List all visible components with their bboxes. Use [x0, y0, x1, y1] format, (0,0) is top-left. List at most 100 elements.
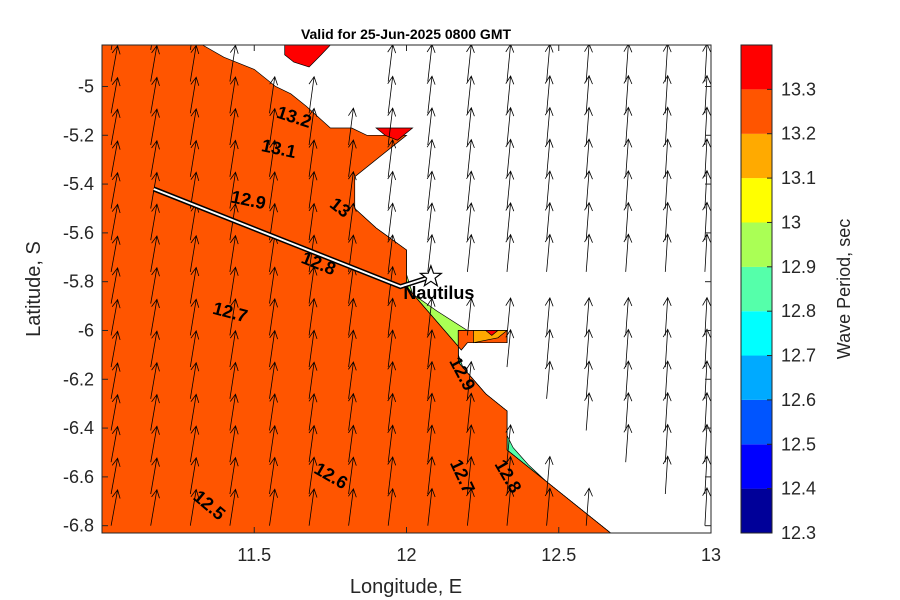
wave-arrow: [387, 138, 397, 177]
colorbar-tick-label: 13.1: [781, 168, 816, 188]
wave-arrow: [110, 76, 121, 114]
wave-arrow: [702, 169, 711, 209]
colorbar-tick-label: 13: [781, 212, 801, 232]
wave-arrow: [387, 424, 397, 463]
vessel-track: [152, 186, 432, 290]
wave-arrow: [466, 106, 475, 146]
wave-arrow: [702, 487, 711, 526]
wave-arrow: [662, 169, 672, 209]
station-label: Nautilus: [403, 283, 474, 303]
wave-arrow: [150, 45, 160, 82]
wave-arrow: [150, 76, 160, 114]
colorbar-tick-label: 12.7: [781, 346, 816, 366]
wave-arrow: [544, 455, 554, 495]
wave-arrow: [110, 171, 121, 209]
y-tick-label: -5.6: [63, 223, 94, 243]
wave-arrow: [702, 455, 711, 495]
wave-arrow: [189, 76, 200, 114]
wave-arrow: [584, 487, 593, 526]
wave-arrow: [702, 106, 711, 146]
y-tick-label: -6.2: [63, 369, 94, 389]
colorbar-swatch: [741, 133, 772, 179]
wave-arrow: [387, 329, 397, 368]
wave-arrow: [702, 423, 711, 463]
wave-arrow: [426, 487, 436, 526]
x-tick-label: 11.5: [237, 545, 271, 565]
colorbar-tick-label: 13.2: [781, 124, 816, 144]
wave-arrow: [387, 107, 397, 146]
wave-arrow: [387, 392, 397, 431]
wave-arrow: [150, 108, 160, 146]
wave-arrow: [308, 329, 318, 368]
wave-arrow: [426, 424, 436, 463]
wave-arrow: [189, 456, 200, 495]
x-axis-ticks: 11.5 12 12.5 13: [237, 45, 721, 565]
station-star-marker: [418, 264, 443, 288]
wave-arrow: [702, 74, 711, 114]
y-tick-label: -5: [78, 76, 94, 96]
chart-title: Valid for 25-Jun-2025 0800 GMT: [301, 26, 512, 42]
wave-arrow: [269, 139, 278, 177]
colorbar-swatch: [741, 266, 772, 312]
wave-arrow: [150, 330, 160, 368]
colorbar-swatch: [741, 399, 772, 445]
wave-arrow: [229, 329, 239, 368]
wave-arrow: [110, 235, 121, 272]
wave-arrow: [348, 392, 357, 431]
wave-arrow: [229, 76, 239, 114]
wave-arrow: [229, 234, 239, 272]
colorbar-tick-label: 12.9: [781, 257, 816, 277]
wave-arrow: [348, 488, 357, 526]
wave-arrow: [189, 393, 200, 431]
wave-arrow: [348, 424, 357, 463]
wave-arrow: [189, 488, 200, 526]
wave-arrow: [544, 45, 554, 82]
wave-arrow: [229, 456, 239, 495]
wave-arrow: [229, 107, 239, 146]
wave-arrow: [308, 139, 318, 177]
wave-arrow: [189, 108, 200, 146]
wave-arrow: [426, 392, 436, 431]
wave-arrow: [110, 457, 121, 495]
wave-arrow: [348, 329, 357, 368]
wave-arrow: [269, 298, 278, 336]
wave-arrow: [426, 202, 436, 241]
wave-arrow: [466, 202, 475, 241]
wave-arrow: [110, 489, 121, 526]
x-tick-label: 12.5: [541, 545, 576, 565]
wave-arrow: [150, 298, 160, 336]
wave-arrow: [426, 138, 436, 177]
wave-arrow: [150, 425, 160, 463]
wave-arrow: [387, 297, 397, 336]
wave-arrow: [348, 139, 357, 177]
wave-arrow: [387, 202, 397, 241]
colorbar-swatch: [741, 45, 772, 90]
wave-arrow: [466, 297, 475, 336]
wave-arrow: [426, 233, 436, 272]
wave-arrow: [426, 360, 436, 399]
wave-arrow: [110, 425, 121, 463]
contour-fill-bands: [102, 45, 612, 533]
wave-arrow: [387, 45, 397, 82]
wave-arrow: [348, 202, 357, 241]
station-marker-group: Nautilus: [403, 264, 474, 303]
wave-arrow: [348, 170, 357, 209]
wave-arrow: [308, 488, 318, 526]
wave-arrow: [466, 455, 475, 495]
wave-arrow: [269, 266, 278, 304]
wave-arrow: [348, 456, 357, 495]
y-axis-ticks: -5 -5.2 -5.4 -5.6 -5.8 -6 -6.2 -6.4 -6.6 -6.8: [63, 76, 711, 536]
wave-arrow: [426, 297, 436, 336]
wave-arrow: [229, 393, 239, 431]
wave-arrow: [662, 45, 672, 82]
colorbar-swatch: [741, 89, 772, 134]
colorbar-tick-label: 12.8: [781, 301, 816, 321]
wave-arrow: [229, 139, 239, 177]
wave-arrow: [387, 361, 397, 399]
wave-arrow: [150, 235, 160, 272]
wave-arrow: [308, 297, 318, 336]
wave-arrow: [623, 45, 633, 82]
y-tick-label: -6.8: [63, 516, 94, 536]
wave-arrow: [426, 107, 436, 146]
y-axis-label: Latitude, S: [23, 241, 45, 337]
